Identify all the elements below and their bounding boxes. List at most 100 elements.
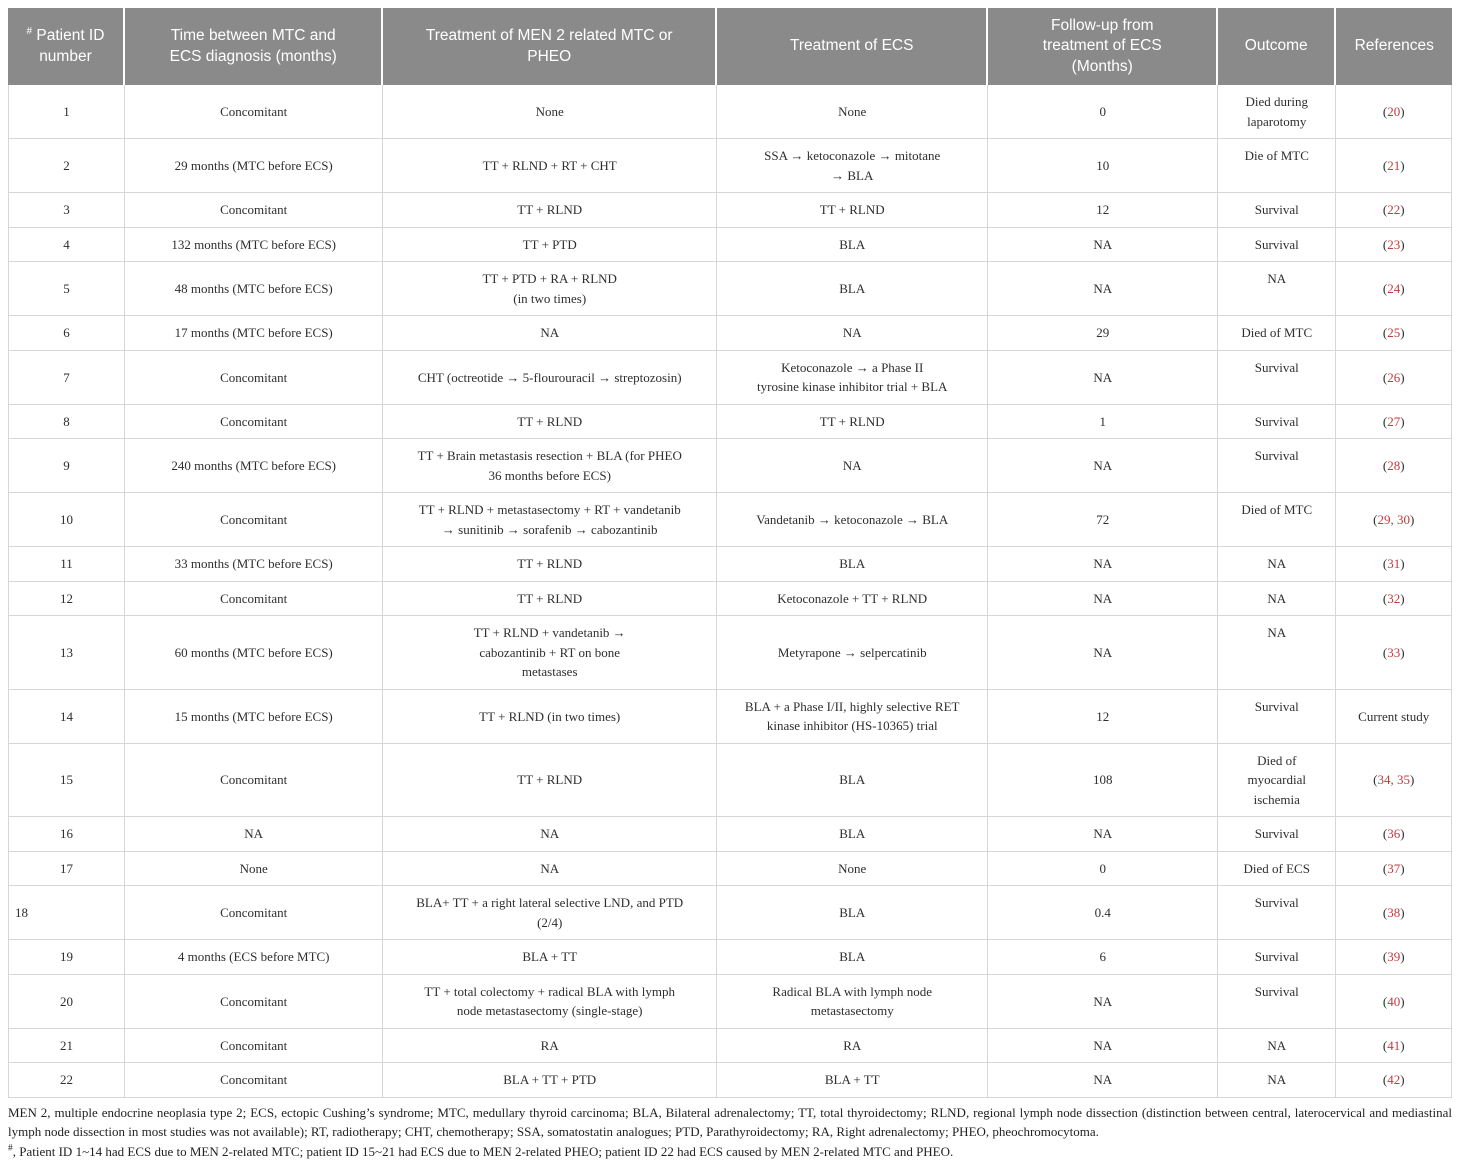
reference-citation[interactable]: 38	[1387, 905, 1401, 921]
cell-reference: (32)	[1336, 581, 1452, 617]
reference-citation[interactable]: 40	[1387, 993, 1401, 1009]
cell-patient-id: 17	[8, 851, 125, 887]
cell-mtc-pheo-treatment: NA	[383, 316, 717, 351]
table-row: 11 33 months (MTC before ECS) TT + RLND BLA…	[8, 547, 1452, 582]
reference-citation[interactable]: 33	[1387, 644, 1401, 660]
reference-citation[interactable]: 28	[1387, 458, 1401, 474]
reference-citation[interactable]: 24	[1387, 281, 1401, 297]
cell-time-between: Concomitant	[124, 404, 384, 440]
table-row: 4 132 months (MTC before ECS) TT + PTD BLA N…	[8, 227, 1452, 263]
cell-time-between: Concomitant	[124, 886, 384, 941]
cell-mtc-pheo-treatment: TT + RLND	[383, 404, 717, 440]
reference-citation[interactable]: 23	[1387, 236, 1401, 252]
cell-mtc-pheo-treatment: None	[383, 85, 717, 140]
cell-followup: 1	[988, 404, 1219, 440]
table-row: 14 15 months (MTC before ECS) TT + RLND (i…	[8, 689, 1452, 744]
table-body: 1 Concomitant None None 0 Died during laparot…	[8, 85, 1452, 1098]
abbreviations-footnote: MEN 2, multiple endocrine neoplasia type…	[8, 1104, 1452, 1140]
cell-patient-id: 1	[8, 85, 125, 140]
cell-mtc-pheo-treatment: BLA + TT + PTD	[383, 1063, 717, 1098]
table-row: 21 Concomitant RA RA NA NA (41)	[8, 1028, 1452, 1064]
cell-time-between: Concomitant	[124, 85, 384, 140]
table-row: 8 Concomitant TT + RLND TT + RLND 1 Survival(…	[8, 404, 1452, 440]
cell-followup: NA	[988, 262, 1219, 317]
cell-followup: NA	[988, 616, 1219, 690]
reference-citation[interactable]: 22	[1387, 202, 1401, 218]
cell-outcome: Die of MTC	[1218, 139, 1337, 194]
table-row: 9 240 months (MTC before ECS) TT + Brain m…	[8, 439, 1452, 494]
reference-citation[interactable]: 42	[1387, 1072, 1401, 1088]
cell-followup: 6	[988, 940, 1219, 975]
cell-patient-id: 3	[8, 193, 125, 228]
cell-patient-id: 20	[8, 974, 125, 1029]
cell-mtc-pheo-treatment: BLA + TT	[383, 940, 717, 975]
reference-citation[interactable]: 29, 30	[1377, 512, 1410, 528]
table-row: 18 Concomitant BLA+ TT + a right lateral s…	[8, 886, 1452, 941]
cell-mtc-pheo-treatment: TT + PTD	[383, 227, 717, 263]
cell-outcome: Died of MTC	[1218, 493, 1337, 548]
reference-citation[interactable]: 34, 35	[1377, 772, 1410, 788]
cell-followup: NA	[988, 350, 1219, 405]
cell-patient-id: 2	[8, 139, 125, 194]
cell-reference: (31)	[1336, 547, 1452, 582]
reference-citation[interactable]: 26	[1387, 369, 1401, 385]
reference-citation[interactable]: 37	[1387, 860, 1401, 876]
cell-mtc-pheo-treatment: TT + Brain metastasis resection + BLA (f…	[383, 439, 717, 494]
cell-reference: (22)	[1336, 193, 1452, 228]
cell-reference: Current study	[1336, 689, 1452, 744]
cell-ecs-treatment: NA	[716, 316, 989, 351]
cell-patient-id: 8	[8, 404, 125, 440]
cell-outcome: Survival	[1218, 404, 1337, 440]
cell-reference: (37)	[1336, 851, 1452, 887]
reference-citation[interactable]: 41	[1387, 1037, 1401, 1053]
cell-ecs-treatment: BLA	[716, 262, 989, 317]
cell-reference: (21)	[1336, 139, 1452, 194]
cell-followup: 29	[988, 316, 1219, 351]
reference-citation[interactable]: 39	[1387, 949, 1401, 965]
cell-reference: (25)	[1336, 316, 1452, 351]
cell-time-between: 60 months (MTC before ECS)	[124, 616, 384, 690]
cell-followup: NA	[988, 547, 1219, 582]
table-row: 6 17 months (MTC before ECS) NA NA 29 Died of…	[8, 316, 1452, 351]
cell-reference: (39)	[1336, 940, 1452, 975]
cell-patient-id: 16	[8, 817, 125, 852]
cell-reference: (23)	[1336, 227, 1452, 263]
reference-citation[interactable]: 31	[1387, 556, 1401, 572]
hash-superscript: #	[26, 26, 33, 38]
cell-outcome: Died of myocardial ischemia	[1218, 743, 1337, 818]
cell-patient-id: 22	[8, 1063, 125, 1098]
cell-followup: 10	[988, 139, 1219, 194]
cell-patient-id: 5	[8, 262, 125, 317]
cell-ecs-treatment: NA	[716, 439, 989, 494]
cell-reference: (34, 35)	[1336, 743, 1452, 818]
reference-citation[interactable]: 20	[1387, 104, 1401, 120]
reference-citation[interactable]: 25	[1387, 325, 1401, 341]
cell-ecs-treatment: BLA + TT	[716, 1063, 989, 1098]
cell-mtc-pheo-treatment: TT + RLND	[383, 743, 717, 818]
cell-outcome: Survival	[1218, 886, 1337, 941]
cell-ecs-treatment: None	[716, 851, 989, 887]
cell-patient-id: 14	[8, 689, 125, 744]
cell-followup: 12	[988, 193, 1219, 228]
reference-citation[interactable]: 32	[1387, 590, 1401, 606]
table-row: 16 NA NA BLA NA Survival (36)	[8, 817, 1452, 852]
cell-patient-id: 15	[8, 743, 125, 818]
table-row: 10 Concomitant TT + RLND + metastasectomy …	[8, 493, 1452, 548]
cell-time-between: 48 months (MTC before ECS)	[124, 262, 384, 317]
reference-citation[interactable]: 27	[1387, 413, 1401, 429]
cell-outcome: NA	[1218, 262, 1337, 317]
cell-mtc-pheo-treatment: NA	[383, 851, 717, 887]
cell-outcome: Survival	[1218, 193, 1337, 228]
cell-outcome: Survival	[1218, 817, 1337, 852]
cell-followup: NA	[988, 227, 1219, 263]
cell-mtc-pheo-treatment: TT + RLND	[383, 581, 717, 617]
cell-time-between: 4 months (ECS before MTC)	[124, 940, 384, 975]
cell-ecs-treatment: TT + RLND	[716, 404, 989, 440]
cell-ecs-treatment: BLA	[716, 227, 989, 263]
reference-citation[interactable]: 21	[1387, 158, 1401, 174]
reference-citation[interactable]: 36	[1387, 826, 1401, 842]
table-row: 5 48 months (MTC before ECS) TT + PTD + RA…	[8, 262, 1452, 317]
cell-reference: (28)	[1336, 439, 1452, 494]
cell-followup: 108	[988, 743, 1219, 818]
table-row: 22 Concomitant BLA + TT + PTD BLA + TT NA NA(…	[8, 1063, 1452, 1098]
